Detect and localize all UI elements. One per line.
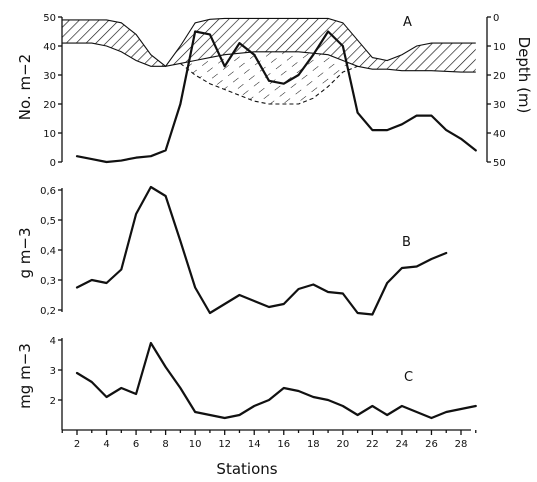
panel-a-y-tick-label: 30 [43, 71, 56, 82]
panel-b-y-tick-label: 0,2 [40, 306, 56, 317]
panel-a-y-tick-label: 0 [50, 158, 56, 169]
panel-a-depth-axis-label: Depth (m) [515, 37, 533, 114]
x-tick-label: 24 [396, 439, 409, 450]
panel-a-depth-tick-label: 30 [493, 100, 506, 111]
panel-b-y-axis-label: g m−3 [16, 227, 34, 278]
x-tick-label: 22 [366, 439, 379, 450]
panel-b-y-tick-label: 0,6 [40, 186, 56, 197]
x-tick-label: 26 [425, 439, 438, 450]
panel-b-series-line [75, 185, 448, 316]
x-axis-title: Stations [216, 460, 277, 478]
x-tick-label: 20 [336, 439, 349, 450]
x-axis: Stations 2 4 6 8 10 12 14 16 18 20 22 24 26 28 [61, 429, 477, 478]
x-tick-label: 4 [103, 439, 109, 450]
panel-a-depth-tick-label: 20 [493, 71, 506, 82]
panel-b: g m−3 B 0,2 0,3 0,4 0,5 0,6 [16, 185, 448, 317]
x-tick-label: 6 [133, 439, 139, 450]
panel-a-depth-tick-label: 40 [493, 129, 506, 140]
panel-a-series-line [75, 30, 477, 164]
x-tick-label: 18 [307, 439, 320, 450]
x-tick-label: 16 [277, 439, 290, 450]
panel-a-depth-tick-label: 0 [493, 13, 499, 24]
panel-a-y-axis-label: No. m−2 [16, 54, 34, 120]
x-tick-label: 14 [248, 439, 261, 450]
panel-c: mg m−3 C 2 3 4 [16, 336, 477, 430]
panel-a-y-tick-label: 10 [43, 129, 56, 140]
panel-a: No. m−2 Depth (m) A 0 10 20 30 40 50 0 10 20 30 40… [16, 13, 533, 169]
panel-c-y-tick-label: 3 [50, 366, 56, 377]
x-tick-label: 2 [74, 439, 80, 450]
x-tick-label: 10 [189, 439, 202, 450]
x-tick-label: 8 [162, 439, 168, 450]
panel-c-y-tick-label: 2 [50, 396, 56, 407]
hatched-band-upper-edge [62, 17, 476, 68]
dashed-depth-band [180, 51, 358, 104]
panel-b-label: B [402, 235, 411, 250]
panel-a-y-tick-label: 50 [43, 13, 56, 24]
panel-b-y-tick-label: 0,5 [40, 216, 56, 227]
panel-a-depth-tick-label: 50 [493, 158, 506, 169]
x-tick-label: 28 [455, 439, 468, 450]
hatched-depth-band [62, 18, 476, 73]
panel-c-y-tick-label: 4 [50, 336, 56, 347]
panel-a-label: A [403, 15, 412, 30]
x-tick-label: 12 [218, 439, 231, 450]
panel-a-y-tick-label: 20 [43, 100, 56, 111]
panel-c-series-line [75, 341, 477, 420]
panel-a-depth-tick-label: 10 [493, 42, 506, 53]
panel-c-label: C [404, 370, 413, 385]
panel-b-y-tick-label: 0,3 [40, 276, 56, 287]
panel-b-y-tick-label: 0,4 [40, 246, 56, 257]
dashed-band-lower-edge [180, 62, 358, 105]
panel-a-y-tick-label: 40 [43, 42, 56, 53]
panel-c-y-axis-label: mg m−3 [16, 343, 34, 409]
